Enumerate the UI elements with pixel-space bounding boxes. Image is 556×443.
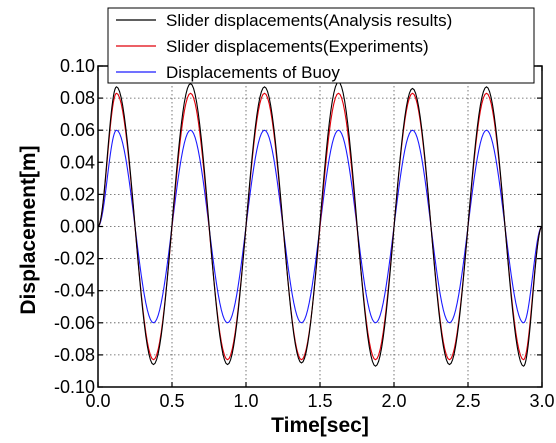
legend-label: Slider displacements(Experiments): [166, 37, 429, 56]
y-tick-label: 0.06: [60, 120, 95, 140]
y-tick-label: 0.02: [60, 184, 95, 204]
legend-label: Slider displacements(Analysis results): [166, 11, 452, 30]
x-axis-title: Time[sec]: [271, 414, 369, 437]
x-tick-label: 1.5: [307, 391, 332, 411]
y-tick-label: 0.10: [60, 56, 95, 76]
y-tick-label: -0.04: [54, 281, 95, 301]
y-tick-label: 0.04: [60, 152, 95, 172]
series-line-0: [97, 81, 543, 367]
y-axis-title: Displacement[m]: [17, 145, 40, 314]
y-tick-label: -0.10: [54, 377, 95, 397]
tick-labels: 0.0 0.5 1.0 1.5 2.0 2.5 3.0 -0.10 -0.08 -0.06 -0.0…: [54, 56, 555, 411]
x-tick-label: 0.0: [85, 391, 110, 411]
y-tick-label: -0.06: [54, 313, 95, 333]
y-tick-label: -0.08: [54, 345, 95, 365]
y-tick-label: 0.00: [60, 217, 95, 237]
y-tick-label: -0.02: [54, 249, 95, 269]
series-lines: [97, 81, 543, 367]
y-tick-label: 0.08: [60, 88, 95, 108]
x-tick-label: 2.0: [381, 391, 406, 411]
legend-box: [107, 7, 535, 84]
legend: Slider displacements(Analysis results) Sl…: [107, 7, 535, 84]
x-tick-label: 3.0: [529, 391, 554, 411]
x-tick-label: 0.5: [159, 391, 184, 411]
x-tick-label: 2.5: [455, 391, 480, 411]
legend-label: Displacements of Buoy: [166, 63, 340, 82]
x-tick-label: 1.0: [233, 391, 258, 411]
